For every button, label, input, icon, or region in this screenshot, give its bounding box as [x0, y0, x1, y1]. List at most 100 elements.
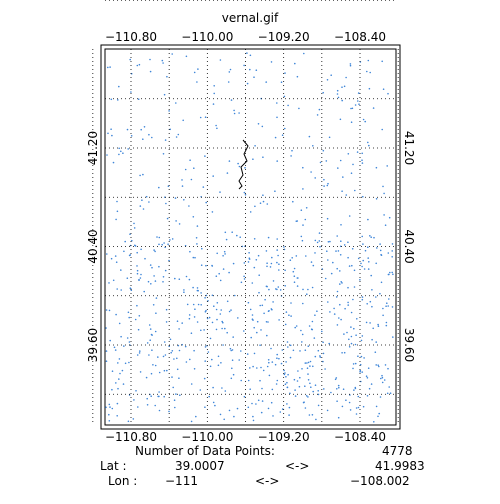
texture-dot — [356, 318, 358, 320]
texture-dot — [324, 277, 327, 280]
texture-dot — [127, 148, 129, 150]
texture-dot — [158, 371, 161, 374]
texture-dot — [280, 81, 283, 83]
texture-dot — [372, 107, 375, 109]
texture-dot — [307, 379, 310, 381]
texture-dot — [375, 198, 378, 200]
texture-dot — [211, 265, 214, 267]
texture-dot — [185, 275, 188, 278]
texture-dot — [237, 317, 239, 319]
texture-dot — [340, 224, 342, 226]
texture-dot — [111, 370, 114, 373]
texture-dot — [353, 389, 355, 391]
texture-dot — [181, 185, 184, 187]
texture-dot — [219, 191, 221, 193]
texture-dot — [276, 238, 279, 240]
texture-dot — [197, 303, 200, 306]
texture-dot — [286, 341, 289, 343]
texture-dot — [391, 250, 394, 252]
texture-dot — [114, 349, 117, 351]
texture-dot — [204, 311, 207, 313]
texture-dot — [391, 255, 394, 258]
texture-dot — [249, 68, 251, 71]
footer-value: 41.9983 — [375, 459, 425, 473]
texture-dot — [171, 238, 174, 240]
texture-dot — [314, 252, 316, 254]
data-points — [105, 52, 394, 423]
texture-dot — [251, 314, 254, 316]
texture-dot — [216, 252, 218, 255]
texture-dot — [382, 185, 384, 188]
texture-dot — [228, 160, 231, 162]
texture-dot — [193, 71, 196, 74]
texture-dot — [385, 305, 387, 308]
texture-dot — [167, 243, 169, 245]
texture-dot — [333, 307, 335, 310]
texture-dot — [108, 413, 110, 416]
texture-dot — [283, 248, 286, 251]
texture-dot — [290, 302, 292, 304]
texture-dot — [212, 175, 214, 177]
texture-dot — [213, 85, 215, 87]
texture-dot — [129, 287, 132, 290]
texture-dot — [373, 421, 375, 423]
texture-dot — [270, 262, 273, 265]
texture-dot — [354, 362, 357, 365]
texture-dot — [304, 218, 307, 221]
texture-dot — [215, 124, 217, 127]
texture-dot — [307, 373, 309, 375]
texture-dot — [309, 360, 312, 363]
texture-dot — [133, 227, 136, 229]
texture-dot — [153, 275, 155, 277]
texture-dot — [170, 351, 172, 354]
texture-dot — [251, 282, 254, 284]
texture-dot — [380, 254, 383, 256]
texture-dot — [122, 383, 125, 385]
texture-dot — [305, 255, 307, 257]
texture-dot — [341, 86, 343, 88]
texture-dot — [296, 380, 299, 382]
texture-dot — [220, 309, 222, 311]
texture-dot — [357, 406, 360, 409]
texture-dot — [120, 269, 122, 271]
texture-dot — [146, 397, 148, 400]
footer-value: 4778 — [382, 444, 413, 458]
texture-dot — [204, 116, 207, 118]
texture-dot — [248, 258, 251, 260]
texture-dot — [385, 324, 388, 327]
texture-dot — [244, 194, 247, 196]
texture-dot — [193, 167, 195, 169]
texture-dot — [310, 386, 312, 389]
texture-dot — [347, 256, 349, 259]
texture-dot — [240, 350, 242, 352]
texture-dot — [145, 195, 148, 198]
texture-dot — [347, 153, 350, 155]
texture-dot — [291, 149, 293, 152]
texture-dot — [339, 254, 342, 256]
texture-dot — [137, 98, 140, 100]
texture-dot — [285, 376, 287, 378]
texture-dot — [155, 312, 157, 315]
texture-dot — [222, 268, 225, 270]
texture-dot — [359, 371, 361, 373]
texture-dot — [296, 285, 299, 287]
texture-dot — [391, 306, 394, 308]
texture-dot — [337, 250, 340, 252]
texture-dot — [178, 278, 181, 281]
texture-dot — [339, 270, 341, 272]
texture-dot — [243, 330, 245, 332]
lon-tick-label: −110.80 — [105, 30, 157, 44]
texture-dot — [192, 256, 195, 259]
texture-dot — [108, 309, 111, 312]
texture-dot — [238, 359, 240, 361]
texture-dot — [384, 364, 387, 366]
texture-dot — [202, 186, 205, 188]
texture-dot — [342, 388, 345, 391]
texture-dot — [366, 377, 369, 379]
texture-dot — [382, 314, 384, 317]
texture-dot — [362, 118, 365, 121]
texture-dot — [336, 267, 339, 270]
texture-dot — [183, 199, 185, 201]
texture-dot — [112, 279, 115, 282]
texture-dot — [158, 243, 160, 246]
